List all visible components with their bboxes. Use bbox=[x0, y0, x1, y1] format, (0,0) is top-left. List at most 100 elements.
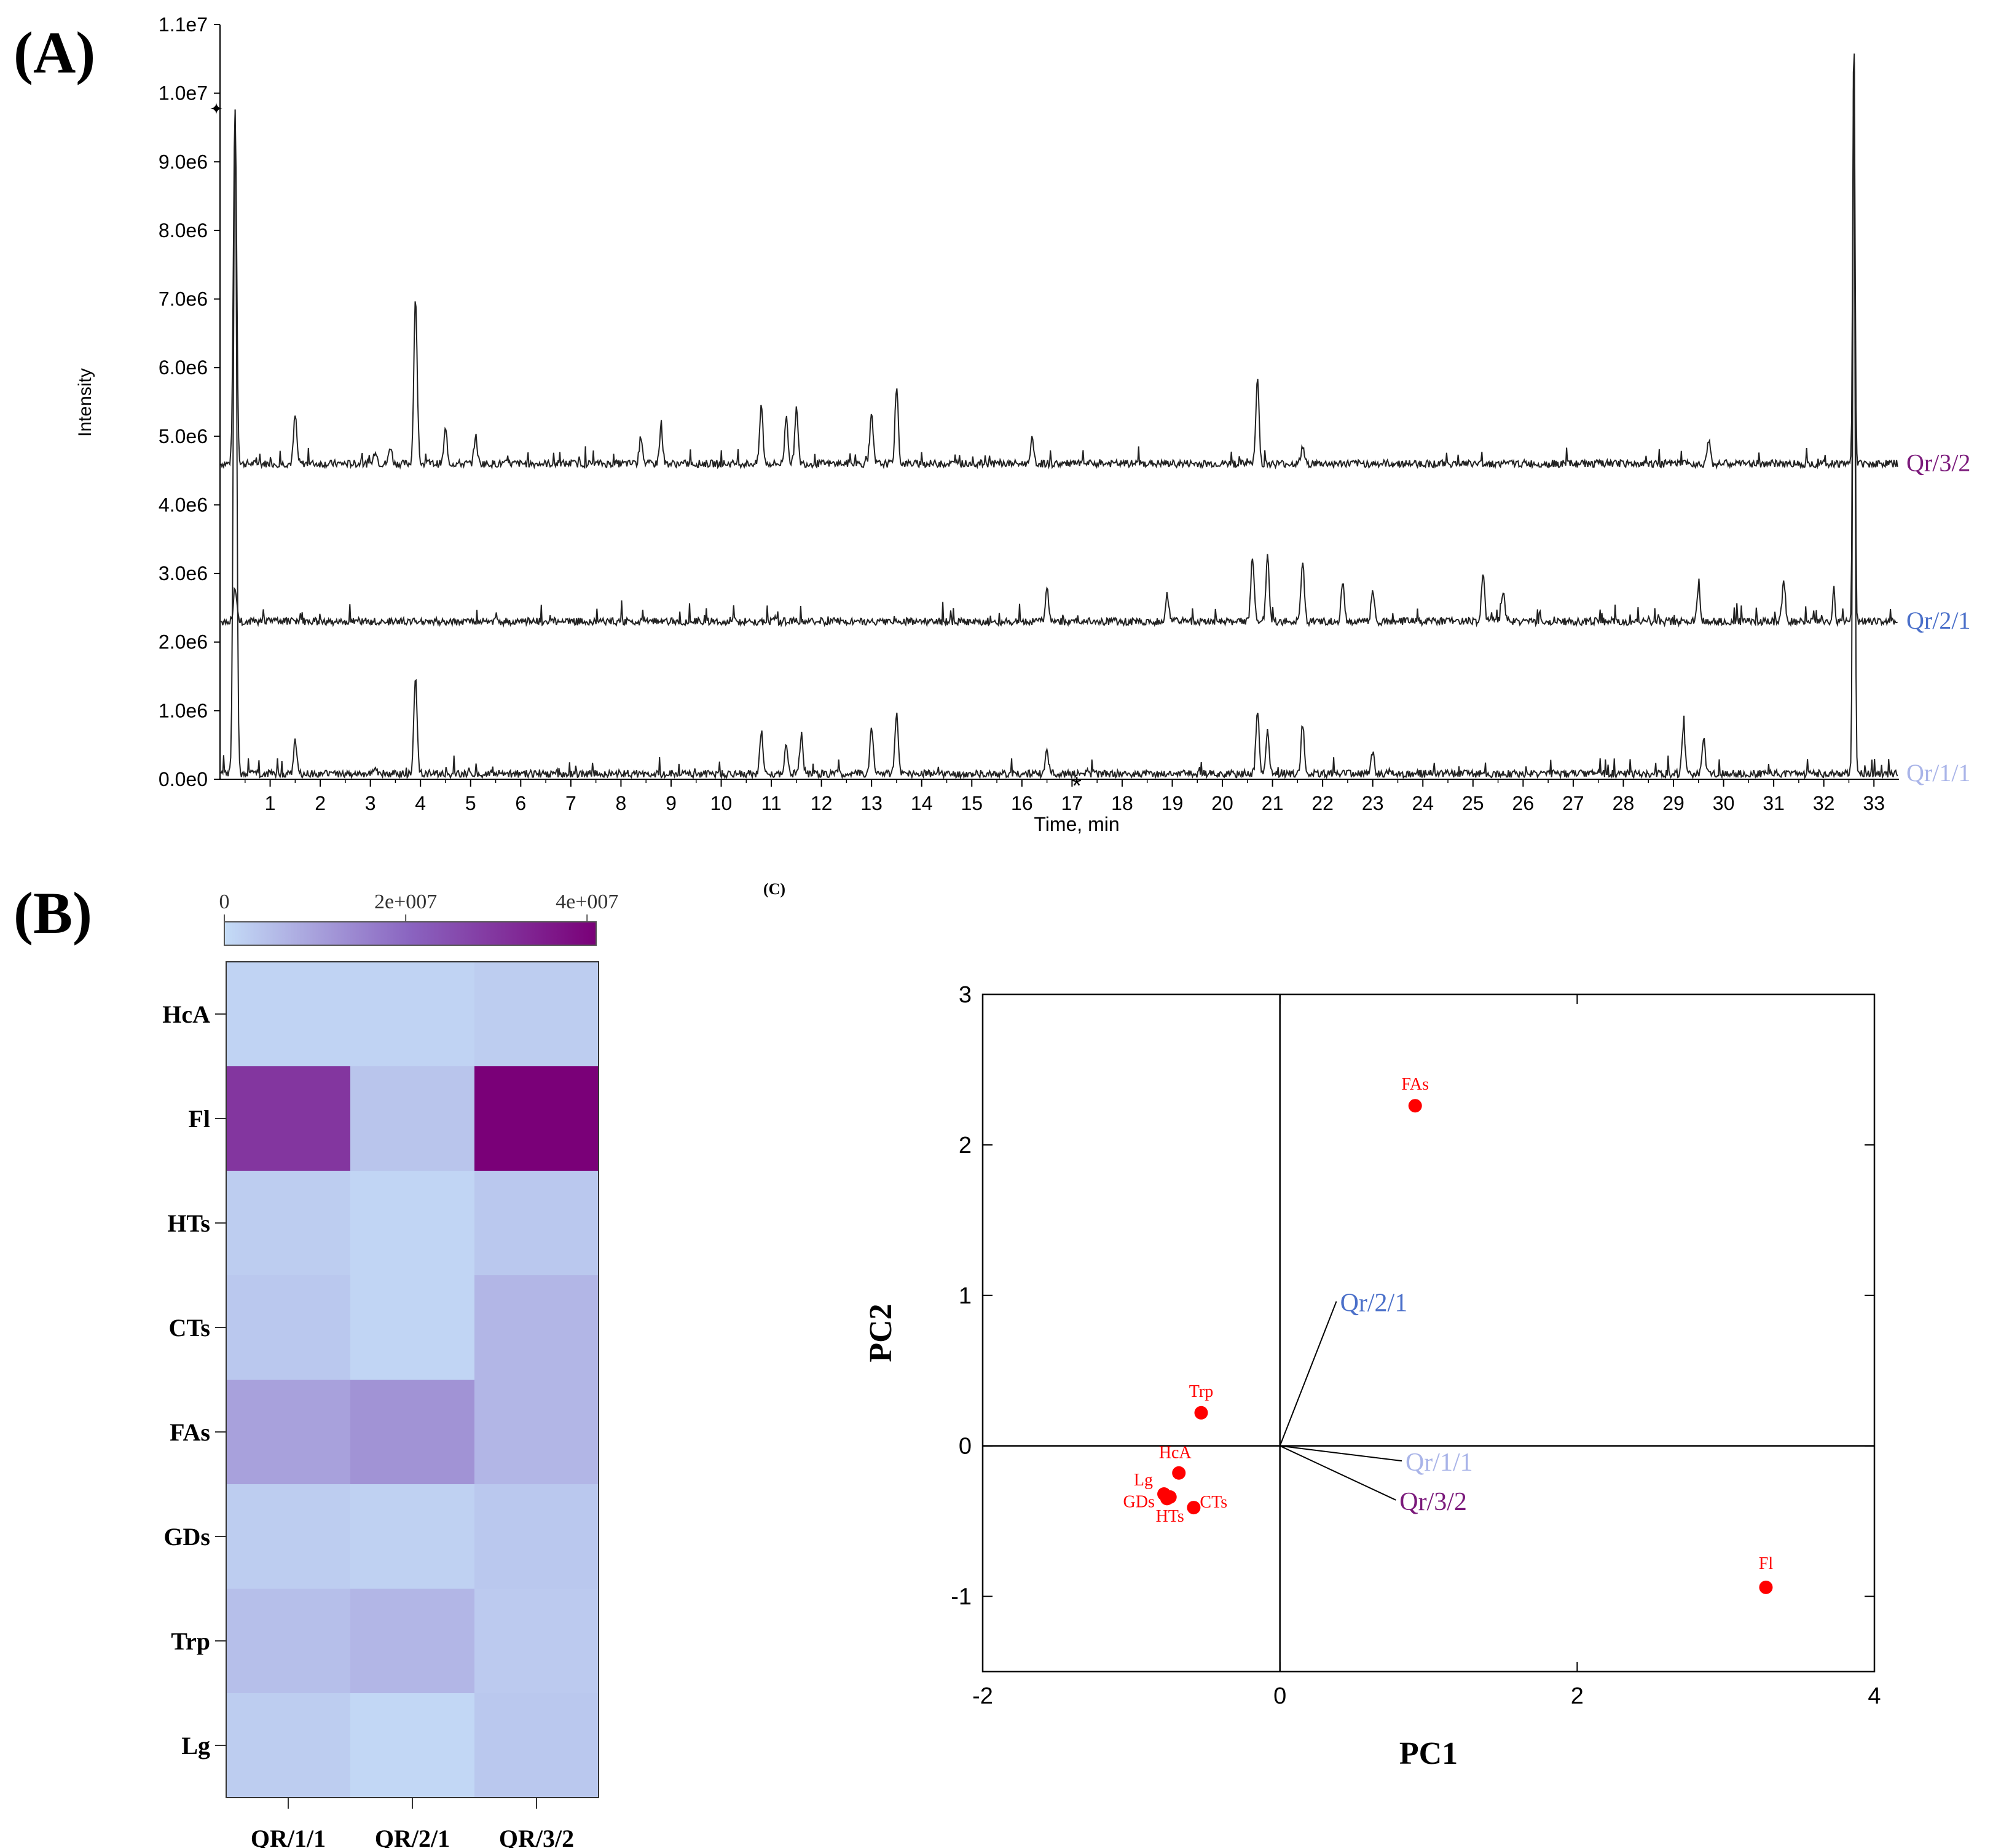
x-tick-label: 22 bbox=[1311, 792, 1334, 814]
score-label: Fl bbox=[1759, 1554, 1774, 1573]
score-label: GDs bbox=[1123, 1492, 1155, 1511]
heatmap-cell bbox=[474, 962, 599, 1066]
trace-label: Qr/1/1 bbox=[1906, 759, 1970, 787]
y-tick-label: 1.1e7 bbox=[159, 14, 208, 36]
x-tick-label: 18 bbox=[1111, 792, 1133, 814]
x-tick-label: 27 bbox=[1562, 792, 1584, 814]
colorbar-tick-label: 4e+007 bbox=[556, 891, 618, 913]
row-label: Trp bbox=[171, 1627, 210, 1655]
loading-vector bbox=[1280, 1445, 1402, 1462]
x-tick-label: 5 bbox=[465, 792, 476, 814]
trace-label: Qr/3/2 bbox=[1906, 449, 1970, 476]
loading-label: Qr/1/1 bbox=[1406, 1449, 1473, 1477]
heatmap-cell bbox=[226, 1484, 350, 1589]
heatmap-cell bbox=[226, 962, 350, 1066]
heatmap-cell bbox=[226, 1066, 350, 1171]
score-point bbox=[1759, 1580, 1773, 1594]
x-axis-label: PC1 bbox=[1399, 1736, 1458, 1771]
x-tick-label: 29 bbox=[1662, 792, 1685, 814]
score-point bbox=[1408, 1099, 1422, 1113]
y-tick-label: 3 bbox=[959, 982, 972, 1008]
loading-label: Qr/3/2 bbox=[1399, 1488, 1467, 1516]
y-tick-label: 1.0e7 bbox=[159, 82, 208, 104]
heatmap-cell bbox=[350, 1171, 474, 1275]
panel-label-c: (C) bbox=[763, 880, 786, 898]
x-tick-label: -2 bbox=[972, 1683, 993, 1709]
y-axis-label: PC2 bbox=[863, 1303, 898, 1362]
heatmap-cell bbox=[474, 1484, 599, 1589]
y-tick-label: 6.0e6 bbox=[159, 356, 208, 379]
heatmap-cell bbox=[350, 1380, 474, 1484]
score-label: CTs bbox=[1200, 1493, 1227, 1512]
heatmap-cell bbox=[350, 1589, 474, 1693]
panel-label-b: (B) bbox=[14, 880, 92, 946]
y-tick-label: 1.0e6 bbox=[159, 699, 208, 722]
row-label: HcA bbox=[162, 1001, 210, 1028]
x-tick-label: 25 bbox=[1462, 792, 1484, 814]
heatmap-cell bbox=[474, 1589, 599, 1693]
x-tick-label: 33 bbox=[1863, 792, 1885, 814]
heatmap-cell bbox=[226, 1380, 350, 1484]
x-tick-label: 15 bbox=[961, 792, 983, 814]
y-tick-label: 4.0e6 bbox=[159, 493, 208, 516]
x-tick-label: 14 bbox=[911, 792, 933, 814]
x-tick-label: 10 bbox=[710, 792, 733, 814]
x-tick-label: 20 bbox=[1211, 792, 1233, 814]
trace-Qr-3-2 bbox=[220, 53, 1898, 470]
y-tick-label: 0 bbox=[959, 1434, 972, 1460]
x-tick-label: 23 bbox=[1362, 792, 1384, 814]
row-label: Fl bbox=[188, 1105, 210, 1133]
heatmap-cell bbox=[350, 1066, 474, 1171]
score-label: Trp bbox=[1189, 1382, 1213, 1401]
y-tick-label: 7.0e6 bbox=[159, 288, 208, 310]
heatmap-cell bbox=[226, 1171, 350, 1275]
column-label: QR/3/2 bbox=[499, 1825, 574, 1848]
x-tick-label: 17 bbox=[1061, 792, 1083, 814]
row-label: FAs bbox=[170, 1418, 210, 1446]
heatmap-cell bbox=[474, 1066, 599, 1171]
colorbar-tick-label: 0 bbox=[219, 891, 230, 913]
colorbar-tick-label: 2e+007 bbox=[374, 891, 437, 913]
heatmap-cell bbox=[474, 1171, 599, 1275]
y-tick-label: 2.0e6 bbox=[159, 631, 208, 653]
x-tick-label: 0 bbox=[1273, 1683, 1286, 1709]
row-label: Lg bbox=[181, 1732, 210, 1760]
x-tick-label: 16 bbox=[1011, 792, 1033, 814]
trace-Qr-2-1 bbox=[221, 62, 1898, 628]
x-tick-label: 12 bbox=[811, 792, 833, 814]
score-label: Lg bbox=[1134, 1471, 1153, 1490]
x-tick-label: 13 bbox=[860, 792, 883, 814]
heatmap-cell bbox=[226, 1693, 350, 1798]
trace-label: Qr/2/1 bbox=[1906, 607, 1970, 634]
row-label: CTs bbox=[169, 1314, 210, 1342]
heatmap-cell bbox=[350, 1693, 474, 1798]
x-tick-label: 21 bbox=[1262, 792, 1284, 814]
x-tick-label: 24 bbox=[1412, 792, 1434, 814]
heatmap-cell bbox=[226, 1589, 350, 1693]
panel-label-a: (A) bbox=[14, 20, 96, 85]
y-tick-label: 5.0e6 bbox=[159, 425, 208, 447]
score-label: HTs bbox=[1156, 1507, 1184, 1526]
heatmap-cell bbox=[350, 962, 474, 1066]
x-tick-label: 9 bbox=[666, 792, 677, 814]
trace-Qr-1-1 bbox=[220, 71, 1898, 780]
pca-biplot: -2 0 2 4 -1 0 1 2 3 PC1 PC2 Qr/2/1 Qr/1/1 Qr/3/2 FAs T… bbox=[863, 982, 1881, 1771]
plot-frame bbox=[981, 993, 1876, 1673]
x-tick-label: 4 bbox=[1868, 1683, 1881, 1709]
y-tick-label: 3.0e6 bbox=[159, 562, 208, 584]
heatmap-cell bbox=[350, 1484, 474, 1589]
score-point bbox=[1163, 1490, 1177, 1504]
x-tick-label: 3 bbox=[365, 792, 376, 814]
y-tick-label: 1 bbox=[959, 1283, 972, 1309]
y-axis-label: Intensity bbox=[75, 368, 95, 437]
x-tick-label: 26 bbox=[1512, 792, 1535, 814]
chromatogram-chart: Intensity Time, min 0.0e0 1.0e6 2.0e6 3.0e6… bbox=[75, 14, 1970, 835]
loading-vector bbox=[1280, 1445, 1396, 1501]
column-label: QR/2/1 bbox=[375, 1825, 450, 1848]
x-tick-label: 11 bbox=[761, 792, 781, 814]
heatmap-cell bbox=[226, 1275, 350, 1380]
x-tick-label: 7 bbox=[565, 792, 576, 814]
y-tick-label: 9.0e6 bbox=[159, 151, 208, 173]
x-tick-label: 2 bbox=[315, 792, 326, 814]
row-label: HTs bbox=[167, 1209, 210, 1237]
